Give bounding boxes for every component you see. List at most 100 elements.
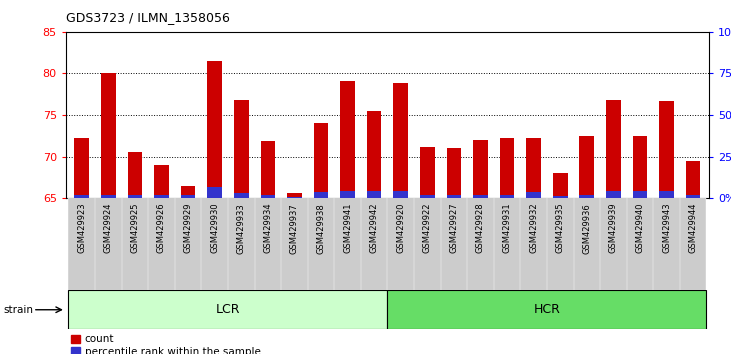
- Bar: [526, 138, 541, 198]
- Bar: [361, 198, 387, 290]
- Bar: [201, 198, 228, 290]
- Bar: [234, 193, 249, 198]
- Text: GSM429938: GSM429938: [317, 203, 325, 253]
- Bar: [260, 195, 275, 198]
- Text: GSM429925: GSM429925: [130, 203, 140, 253]
- Bar: [121, 198, 148, 290]
- Bar: [154, 195, 169, 198]
- Bar: [526, 192, 541, 198]
- Bar: [314, 122, 328, 198]
- Bar: [154, 165, 169, 198]
- Bar: [493, 198, 520, 290]
- Bar: [69, 290, 387, 329]
- Bar: [467, 198, 493, 290]
- Bar: [387, 290, 706, 329]
- Bar: [340, 191, 355, 198]
- Text: GSM429929: GSM429929: [183, 203, 192, 253]
- Bar: [553, 196, 567, 198]
- Bar: [473, 140, 488, 198]
- Text: strain: strain: [4, 305, 34, 315]
- Text: GSM429937: GSM429937: [290, 203, 299, 253]
- Bar: [95, 198, 121, 290]
- Bar: [228, 198, 254, 290]
- Bar: [626, 198, 654, 290]
- Bar: [308, 198, 334, 290]
- Bar: [367, 191, 382, 198]
- Text: HCR: HCR: [534, 303, 561, 316]
- Text: GSM429927: GSM429927: [450, 203, 458, 253]
- Text: GSM429935: GSM429935: [556, 203, 565, 253]
- Text: GSM429942: GSM429942: [370, 203, 379, 253]
- Bar: [281, 198, 308, 290]
- Bar: [69, 198, 95, 290]
- Legend: count, percentile rank within the sample: count, percentile rank within the sample: [71, 335, 260, 354]
- Bar: [606, 191, 621, 198]
- Bar: [500, 195, 515, 198]
- Text: GSM429943: GSM429943: [662, 203, 671, 253]
- Bar: [254, 198, 281, 290]
- Bar: [473, 195, 488, 198]
- Bar: [420, 195, 435, 198]
- Bar: [367, 111, 382, 198]
- Bar: [420, 148, 435, 198]
- Bar: [447, 148, 461, 198]
- Bar: [101, 195, 115, 198]
- Bar: [447, 195, 461, 198]
- Bar: [574, 198, 600, 290]
- Text: GSM429920: GSM429920: [396, 203, 405, 253]
- Bar: [340, 81, 355, 198]
- Bar: [520, 198, 547, 290]
- Bar: [128, 153, 143, 198]
- Text: GSM429933: GSM429933: [237, 203, 246, 253]
- Text: GSM429931: GSM429931: [502, 203, 512, 253]
- Bar: [500, 137, 515, 198]
- Bar: [234, 100, 249, 198]
- Bar: [128, 195, 143, 198]
- Bar: [393, 191, 408, 198]
- Bar: [148, 198, 175, 290]
- Bar: [654, 198, 680, 290]
- Text: GSM429944: GSM429944: [689, 203, 697, 253]
- Text: GSM429930: GSM429930: [210, 203, 219, 253]
- Text: GSM429940: GSM429940: [635, 203, 645, 253]
- Bar: [632, 191, 647, 198]
- Bar: [553, 173, 567, 198]
- Bar: [632, 136, 647, 198]
- Text: GSM429936: GSM429936: [583, 203, 591, 253]
- Bar: [75, 195, 89, 198]
- Text: GSM429928: GSM429928: [476, 203, 485, 253]
- Bar: [580, 195, 594, 198]
- Bar: [580, 136, 594, 198]
- Text: GSM429934: GSM429934: [263, 203, 273, 253]
- Bar: [387, 198, 414, 290]
- Bar: [606, 100, 621, 198]
- Text: GSM429932: GSM429932: [529, 203, 538, 253]
- Bar: [686, 161, 700, 198]
- Bar: [181, 195, 195, 198]
- Bar: [334, 198, 361, 290]
- Text: LCR: LCR: [216, 303, 240, 316]
- Bar: [686, 195, 700, 198]
- Text: GSM429926: GSM429926: [157, 203, 166, 253]
- Bar: [287, 196, 302, 198]
- Bar: [175, 198, 201, 290]
- Bar: [181, 186, 195, 198]
- Bar: [208, 187, 222, 198]
- Bar: [680, 198, 706, 290]
- Bar: [659, 101, 674, 198]
- Bar: [101, 73, 115, 198]
- Bar: [287, 193, 302, 198]
- Bar: [260, 141, 275, 198]
- Text: GSM429939: GSM429939: [609, 203, 618, 253]
- Bar: [659, 191, 674, 198]
- Bar: [414, 198, 441, 290]
- Text: GSM429924: GSM429924: [104, 203, 113, 253]
- Text: GDS3723 / ILMN_1358056: GDS3723 / ILMN_1358056: [66, 11, 230, 24]
- Text: GSM429923: GSM429923: [77, 203, 86, 253]
- Bar: [393, 84, 408, 198]
- Text: GSM429941: GSM429941: [343, 203, 352, 253]
- Bar: [600, 198, 626, 290]
- Bar: [75, 137, 89, 198]
- Text: GSM429922: GSM429922: [423, 203, 432, 253]
- Bar: [208, 61, 222, 198]
